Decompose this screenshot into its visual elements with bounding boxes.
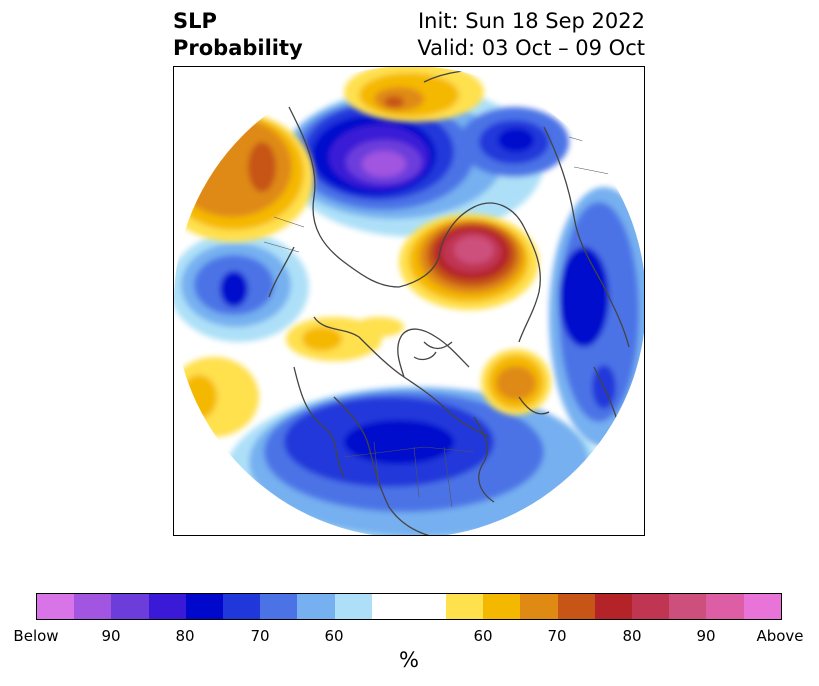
- above-region-central: [399, 214, 539, 310]
- colorbar-segment: [632, 594, 670, 619]
- colorbar-tick-label: 80: [175, 627, 195, 645]
- colorbar-tick-label: 60: [473, 627, 493, 645]
- colorbar-segment: [669, 594, 707, 619]
- colorbar-unit: %: [399, 648, 419, 672]
- colorbar-segment: [557, 594, 595, 619]
- colorbar-segment: [594, 594, 632, 619]
- colorbar-segment: [743, 594, 781, 619]
- colorbar-segment: [222, 594, 261, 619]
- colorbar-tick-label: Below: [13, 627, 59, 645]
- map-canvas: [174, 67, 644, 535]
- probability-field: [174, 67, 644, 535]
- colorbar-segment: [483, 594, 521, 619]
- below-region-west: [174, 232, 309, 342]
- map-dates: Init: Sun 18 Sep 2022 Valid: 03 Oct – 09…: [417, 8, 645, 62]
- colorbar-segment: [260, 594, 298, 619]
- colorbar-segment: [371, 594, 409, 619]
- colorbar-tick-label: 80: [622, 627, 642, 645]
- title-variable: SLP: [173, 9, 217, 33]
- colorbar-segment: [408, 594, 447, 619]
- title-field: Probability: [173, 36, 303, 60]
- colorbar-segment: [520, 594, 558, 619]
- colorbar-tick-label: 70: [250, 627, 270, 645]
- colorbar-tick-label: 70: [547, 627, 567, 645]
- above-region-east: [481, 349, 551, 415]
- map-title: SLP Probability: [173, 8, 303, 62]
- probability-map: [173, 66, 645, 536]
- below-region-north: [284, 87, 569, 237]
- above-region-west: [286, 317, 404, 361]
- colorbar-segment: [37, 594, 75, 619]
- colorbar-tick-label: 90: [101, 627, 121, 645]
- colorbar-tick-label: Above: [756, 627, 804, 645]
- colorbar-segment: [185, 594, 223, 619]
- colorbar-segment: [297, 594, 335, 619]
- colorbar: [36, 593, 782, 620]
- above-region-north: [344, 67, 484, 122]
- colorbar-segment: [74, 594, 112, 619]
- colorbar-segment: [706, 594, 744, 619]
- colorbar-tick-label: 60: [324, 627, 344, 645]
- valid-range: Valid: 03 Oct – 09 Oct: [417, 36, 645, 60]
- colorbar-segment: [111, 594, 149, 619]
- colorbar-segment: [446, 594, 484, 619]
- init-date: Init: Sun 18 Sep 2022: [417, 9, 645, 33]
- coastlines: [268, 69, 635, 535]
- colorbar-tick-label: 90: [696, 627, 716, 645]
- below-region-east: [549, 187, 644, 447]
- colorbar-segment: [334, 594, 372, 619]
- colorbar-segment: [148, 594, 186, 619]
